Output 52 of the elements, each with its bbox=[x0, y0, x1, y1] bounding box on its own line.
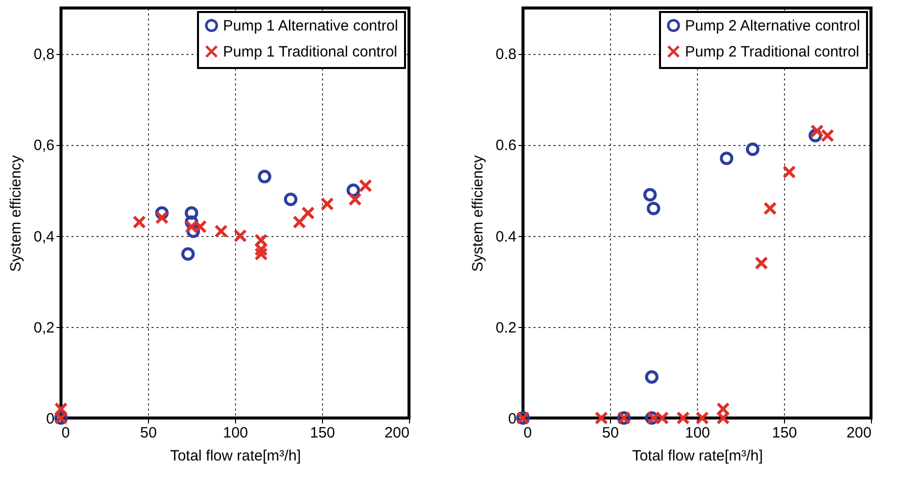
x-tick-label: 200 bbox=[846, 424, 872, 442]
point bbox=[214, 224, 228, 238]
x-tick-label: 50 bbox=[140, 424, 157, 442]
y-tick-label: 0.2 bbox=[496, 319, 516, 336]
x-tick-label: 0 bbox=[524, 424, 532, 442]
y-tick-label: 0,8 bbox=[34, 46, 54, 64]
legend-label: Pump 1 Traditional control bbox=[223, 44, 398, 60]
point bbox=[184, 206, 198, 220]
x-tick-label: 150 bbox=[772, 424, 798, 442]
point bbox=[348, 192, 362, 206]
point bbox=[233, 229, 247, 243]
legend-label: Pump 2 Alternative control bbox=[685, 18, 860, 34]
point bbox=[594, 411, 608, 425]
y-tick-label: 0.8 bbox=[496, 46, 516, 64]
point bbox=[292, 215, 306, 229]
point bbox=[646, 202, 660, 216]
x-axis-title: Total flow rate[m³/h] bbox=[632, 448, 763, 464]
point bbox=[763, 202, 777, 216]
point bbox=[645, 370, 659, 384]
y-tick-label: 0,4 bbox=[34, 228, 54, 246]
legend-label: Pump 2 Traditional control bbox=[685, 44, 860, 60]
point bbox=[782, 165, 796, 179]
point bbox=[284, 192, 298, 206]
x-tick-label: 0 bbox=[62, 424, 70, 442]
point bbox=[746, 142, 760, 156]
point bbox=[155, 210, 169, 224]
x-tick-label: 50 bbox=[602, 424, 619, 442]
point bbox=[754, 256, 768, 270]
x-tick-label: 200 bbox=[384, 424, 410, 442]
point bbox=[132, 215, 146, 229]
point bbox=[181, 247, 195, 261]
point bbox=[720, 152, 734, 166]
y-axis-title: System efficiency bbox=[8, 154, 25, 272]
y-tick-label: 0 bbox=[508, 410, 516, 428]
point bbox=[676, 411, 690, 425]
point bbox=[258, 170, 272, 184]
point bbox=[695, 411, 709, 425]
legend-label: Pump 1 Alternative control bbox=[223, 18, 398, 34]
y-tick-label: 0,2 bbox=[34, 319, 54, 336]
x-tick-label: 100 bbox=[684, 424, 710, 442]
x-tick-label: 100 bbox=[222, 424, 248, 442]
x-axis-title: Total flow rate[m³/h] bbox=[170, 448, 301, 464]
y-axis-title: System efficiency bbox=[470, 154, 487, 272]
y-tick-label: 0.4 bbox=[496, 228, 516, 246]
y-tick-label: 0.6 bbox=[496, 137, 516, 154]
y-tick-label: 0,6 bbox=[34, 137, 54, 154]
point bbox=[301, 206, 315, 220]
point bbox=[320, 197, 334, 211]
y-tick-label: 0 bbox=[46, 410, 54, 428]
point bbox=[643, 188, 657, 202]
point bbox=[358, 178, 372, 192]
x-tick-label: 150 bbox=[310, 424, 336, 442]
